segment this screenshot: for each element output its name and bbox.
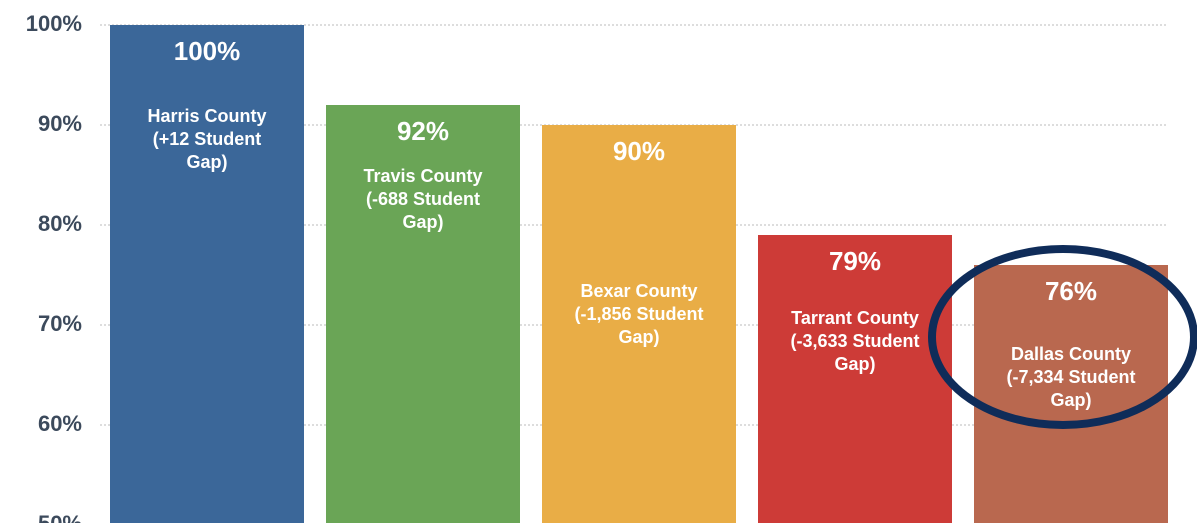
bar (758, 235, 952, 523)
highlight-circle (928, 245, 1197, 429)
category-label: Tarrant County (-3,633 Student Gap) (790, 308, 920, 374)
category-label: Travis County (-688 Student Gap) (363, 166, 483, 232)
y-tick-label: 50% (38, 511, 82, 523)
value-label: 79% (829, 246, 881, 276)
y-tick-label: 80% (38, 211, 82, 236)
value-label: 100% (174, 36, 241, 66)
value-label: 90% (613, 136, 665, 166)
value-label: 76% (1045, 276, 1097, 306)
bar (542, 125, 736, 523)
y-tick-label: 100% (26, 11, 82, 36)
category-label: Dallas County (-7,334 Student Gap) (1006, 344, 1136, 410)
y-tick-label: 70% (38, 311, 82, 336)
category-label: Harris County (+12 Student Gap) (147, 106, 267, 172)
bar (326, 105, 520, 523)
bar (110, 25, 304, 523)
bar (974, 265, 1168, 523)
value-label: 92% (397, 116, 449, 146)
y-tick-label: 60% (38, 411, 82, 436)
category-label: Bexar County (-1,856 Student Gap) (574, 281, 704, 347)
y-tick-label: 90% (38, 111, 82, 136)
